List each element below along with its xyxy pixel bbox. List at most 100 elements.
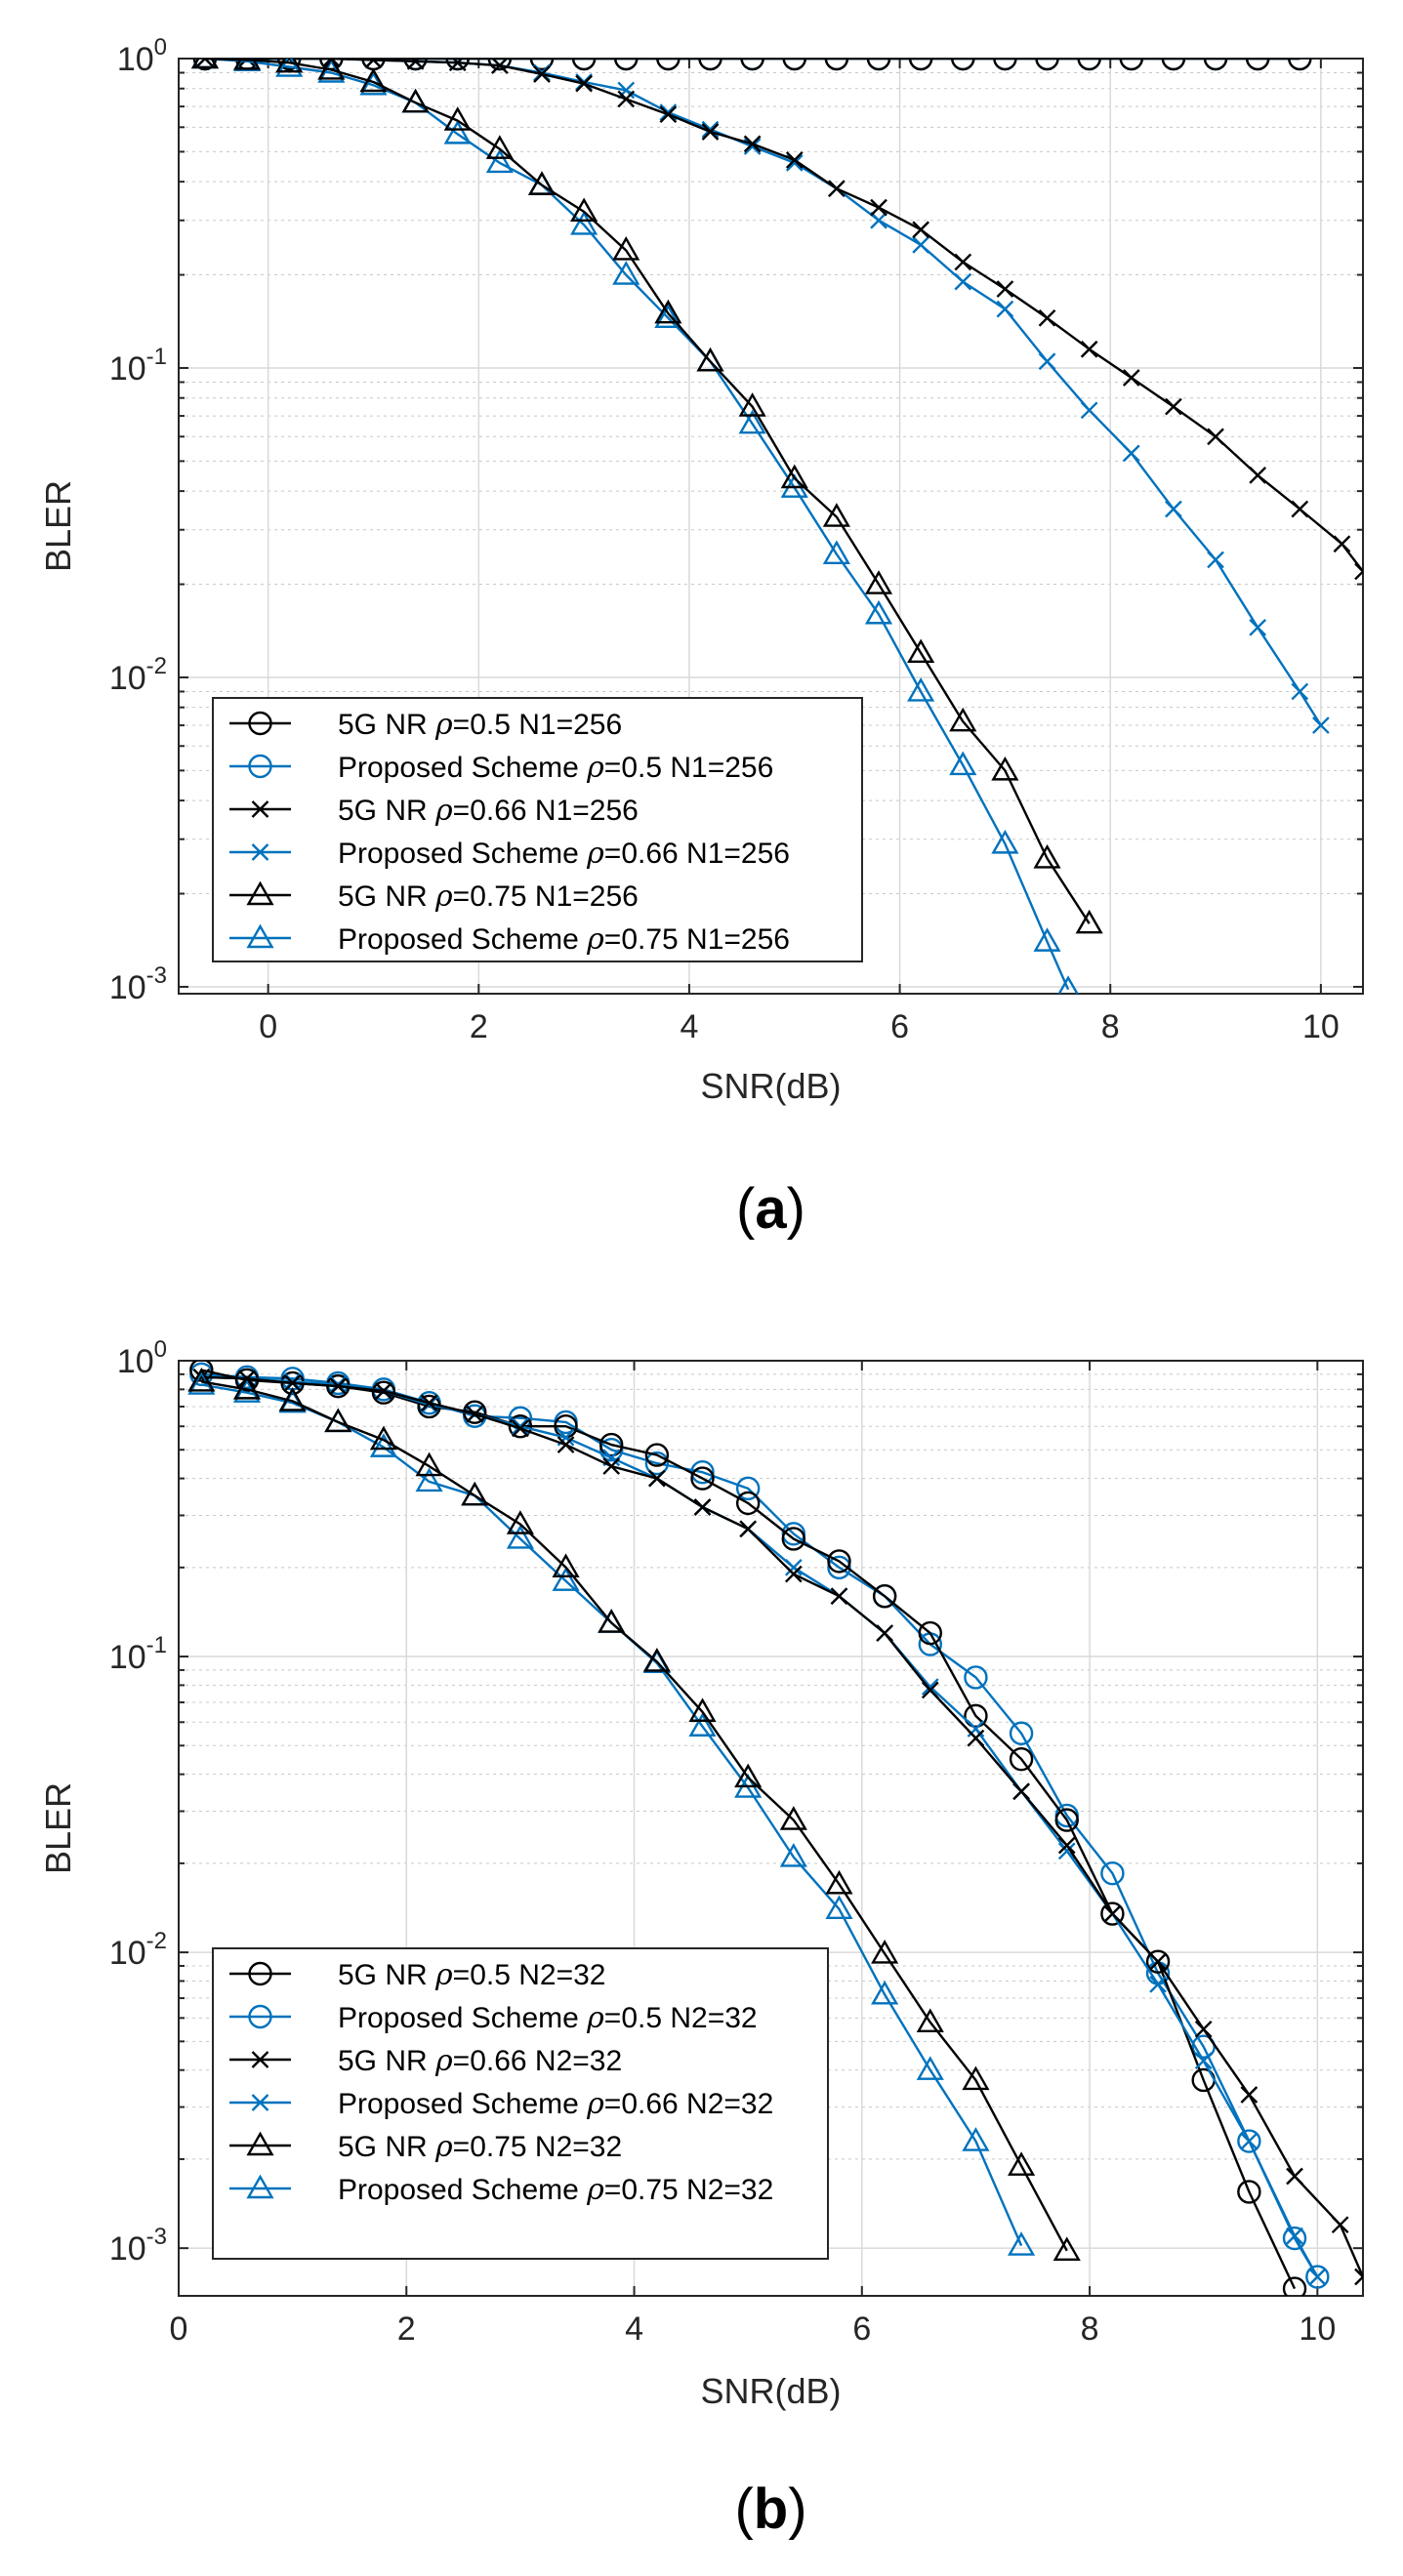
data-point: [916, 2056, 944, 2080]
data-point: [1286, 2167, 1303, 2186]
data-point: [571, 59, 597, 71]
legend-marker: [248, 1961, 272, 1986]
data-point: [967, 1729, 985, 1747]
data-point: [1080, 401, 1098, 420]
data-point: [1305, 2265, 1330, 2289]
legend-label: Proposed Scheme ρ=0.5 N1=256: [338, 751, 773, 785]
data-point: [1165, 500, 1182, 518]
data-point: [949, 707, 977, 732]
x-tick-label: 8: [1081, 2310, 1099, 2348]
data-point: [1207, 428, 1224, 446]
data-point: [872, 1583, 897, 1609]
legend-marker: [248, 2004, 272, 2029]
legend-entry: 5G NR ρ=0.75 N2=32: [229, 2130, 622, 2164]
series-line: [204, 59, 1070, 991]
data-point: [364, 59, 383, 69]
data-point: [964, 1703, 988, 1729]
data-point: [190, 59, 220, 69]
data-point: [907, 638, 935, 664]
y-tick-label: 10-1: [109, 344, 167, 388]
data-point: [533, 65, 551, 83]
data-point: [1149, 1975, 1167, 1993]
data-point: [1237, 2129, 1261, 2153]
legend-marker: [251, 2094, 269, 2111]
legend-label: Proposed Scheme ρ=0.66 N2=32: [338, 2087, 773, 2121]
data-point: [445, 59, 470, 71]
data-point: [912, 235, 929, 254]
data-point: [921, 1678, 939, 1696]
x-tick-label: 8: [1101, 1008, 1120, 1045]
data-point: [1237, 2180, 1261, 2204]
legend-marker: [251, 800, 269, 818]
data-point: [701, 120, 720, 139]
data-point: [659, 105, 678, 124]
data-point: [443, 106, 472, 131]
legend-marker: [246, 880, 274, 906]
data-point: [1008, 2231, 1036, 2256]
data-point: [822, 503, 850, 527]
legend-entry: Proposed Scheme ρ=0.66 N1=256: [229, 837, 790, 871]
data-point: [654, 299, 682, 324]
data-point: [359, 67, 388, 93]
data-point: [612, 261, 640, 285]
data-point: [599, 1432, 624, 1457]
data-point: [1286, 2227, 1303, 2245]
data-point: [1038, 308, 1056, 327]
data-point: [954, 253, 972, 271]
data-point: [644, 1451, 670, 1476]
data-point: [962, 2127, 990, 2151]
data-point: [552, 1553, 580, 1578]
data-point: [785, 151, 804, 169]
data-point: [871, 1940, 899, 1964]
data-point: [1080, 340, 1098, 358]
legend-label: 5G NR ρ=0.66 N2=32: [338, 2044, 622, 2078]
data-point: [1194, 2020, 1213, 2038]
data-point: [443, 119, 472, 144]
legend-label: 5G NR ρ=0.75 N2=32: [338, 2130, 622, 2164]
data-point: [491, 59, 509, 74]
data-point: [1291, 500, 1309, 518]
data-point: [688, 1712, 717, 1737]
chart-panel-a: 0 2 4 6 8 10 100 10-1 10-2 10-3 SNR(dB) BLER 5G NR ρ…: [38, 34, 1364, 1241]
y-axis: 100 10-1 10-2 10-3: [109, 1336, 1363, 2268]
data-point: [740, 59, 764, 71]
x-axis: 0 2 4 6 8 10: [170, 1361, 1336, 2348]
data-point: [283, 1374, 302, 1392]
data-point: [1054, 1808, 1079, 1832]
data-point: [951, 59, 975, 71]
grid: [179, 59, 1363, 994]
x-tick-label: 2: [470, 1008, 488, 1045]
data-point: [448, 59, 467, 72]
data-point: [1077, 59, 1101, 71]
legend-entry: Proposed Scheme ρ=0.5 N2=32: [229, 2001, 758, 2035]
data-point: [278, 1387, 307, 1411]
data-point: [420, 1396, 438, 1413]
data-point: [866, 59, 891, 71]
data-point: [688, 1697, 717, 1722]
data-point: [275, 59, 304, 77]
data-point: [654, 304, 682, 329]
data-point: [1165, 397, 1182, 416]
data-point: [415, 1467, 443, 1492]
data-point: [485, 148, 514, 174]
data-point: [908, 59, 933, 71]
data-point: [644, 1443, 670, 1467]
data-point: [1008, 2151, 1036, 2176]
legend: 5G NR ρ=0.5 N2=32 Proposed Scheme ρ=0.5 N…: [212, 1947, 829, 2260]
legend-box: [212, 697, 863, 962]
data-point: [780, 464, 808, 489]
data-point: [918, 1620, 942, 1646]
y-axis-label: BLER: [38, 1782, 78, 1874]
x-axis-label: SNR(dB): [700, 1066, 841, 1106]
data-point: [1240, 2132, 1259, 2150]
data-point: [1161, 59, 1186, 71]
data-point: [612, 236, 640, 261]
legend-marker: [246, 2131, 274, 2156]
data-point: [824, 59, 849, 71]
data-point: [375, 1382, 392, 1400]
y-tick-label: 10-3: [109, 2224, 167, 2268]
data-point: [1103, 1904, 1122, 1923]
data-point: [324, 1408, 352, 1433]
data-point: [827, 1555, 851, 1580]
